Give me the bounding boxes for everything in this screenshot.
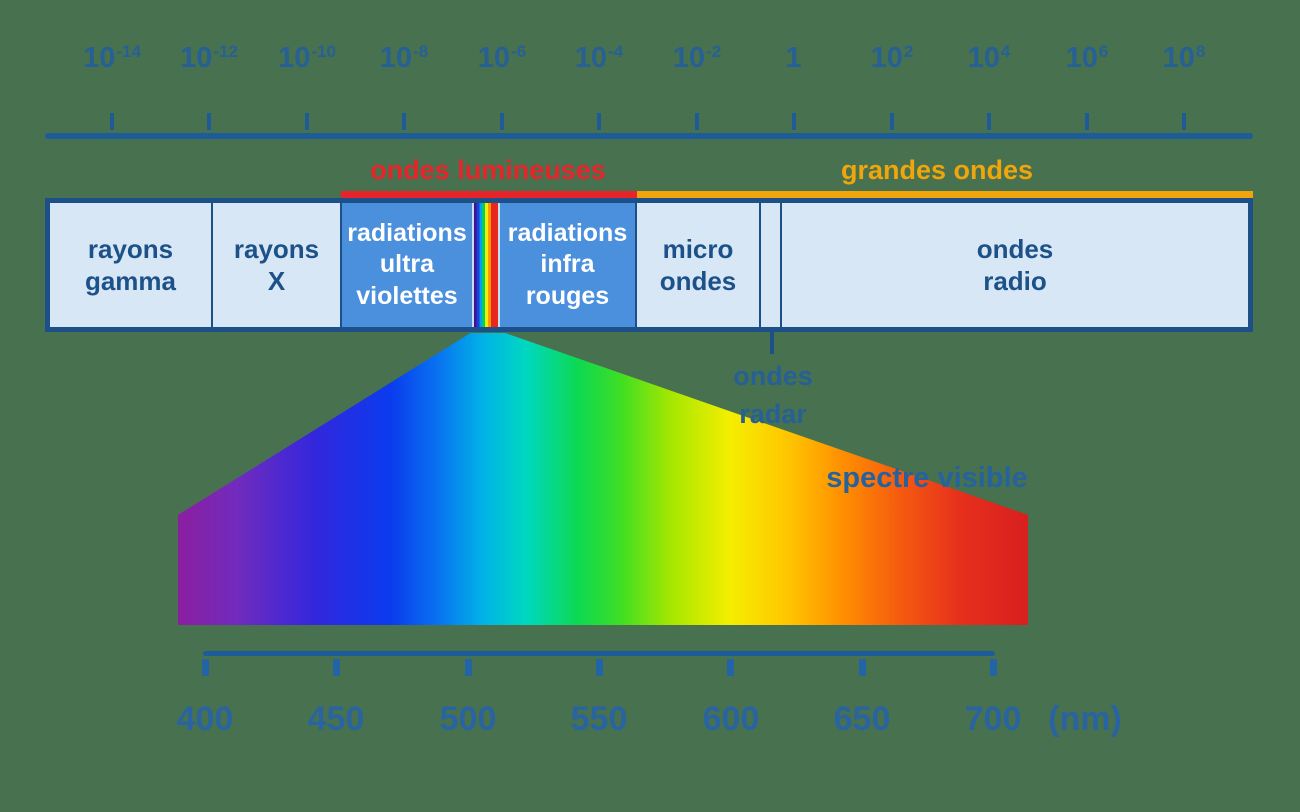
top-axis-tick: [1085, 113, 1089, 130]
top-axis-line: [45, 133, 1253, 139]
bottom-axis-line: [203, 651, 995, 656]
section-ondes-radar: [761, 203, 780, 327]
long-waves-rule: [637, 191, 1253, 198]
light-waves-rule: [341, 191, 637, 198]
bottom-axis-tick: [333, 659, 340, 676]
top-axis-label: 10-8: [379, 42, 429, 74]
spectrum-bar: rayons gamma rayons X radiations ultra v…: [45, 198, 1253, 332]
radar-callout-line: [770, 332, 774, 354]
long-waves-label: grandes ondes: [840, 155, 1034, 185]
top-axis-tick: [110, 113, 114, 130]
top-axis-label: 10-2: [672, 42, 722, 74]
section-rayons-gamma: rayons gamma: [50, 203, 211, 327]
section-ondes-radio: ondes radio: [782, 203, 1248, 327]
top-axis-label: 106: [1065, 42, 1109, 74]
top-axis-tick: [890, 113, 894, 130]
bottom-axis-tick: [859, 659, 866, 676]
top-axis-label: 10-4: [574, 42, 624, 74]
visible-light-strip: [472, 203, 500, 327]
top-axis-tick: [1182, 113, 1186, 130]
section-rayons-x: rayons X: [213, 203, 340, 327]
wavelength-label: 650: [833, 700, 891, 738]
top-axis-label: 10-10: [278, 42, 336, 74]
section-divider: [211, 203, 213, 327]
bottom-axis-tick: [465, 659, 472, 676]
top-axis-label: 10-6: [477, 42, 527, 74]
bottom-axis-tick: [990, 659, 997, 676]
top-axis-label: 108: [1162, 42, 1206, 74]
top-axis-label: 10-14: [83, 42, 141, 74]
light-waves-label: ondes lumineuses: [370, 155, 606, 185]
radar-callout-label: ondes radar: [733, 361, 813, 429]
visible-spectrum-label: spectre visible: [826, 462, 1028, 494]
top-axis-tick: [792, 113, 796, 130]
wavelength-label: 550: [570, 700, 628, 738]
wavelength-label: 700: [964, 700, 1022, 738]
top-axis-tick: [207, 113, 211, 130]
bottom-axis-tick: [202, 659, 209, 676]
top-axis-label: 102: [870, 42, 914, 74]
top-axis-tick: [695, 113, 699, 130]
top-axis-tick: [597, 113, 601, 130]
top-axis-label: 104: [967, 42, 1011, 74]
section-ultraviolet: radiations ultra violettes: [342, 203, 472, 327]
top-axis-tick: [987, 113, 991, 130]
top-axis-tick: [500, 113, 504, 130]
section-divider: [780, 203, 782, 327]
top-axis-tick: [305, 113, 309, 130]
section-divider: [340, 203, 342, 327]
bottom-axis-tick: [596, 659, 603, 676]
section-infrared: radiations infra rouges: [500, 203, 635, 327]
section-divider: [759, 203, 761, 327]
wavelength-label: 400: [176, 700, 234, 738]
wavelength-unit-label: (nm): [1048, 700, 1122, 738]
wavelength-label: 500: [439, 700, 497, 738]
top-axis-label: 1: [785, 42, 802, 74]
top-axis-label: 10-12: [180, 42, 238, 74]
section-micro-ondes: micro ondes: [637, 203, 759, 327]
top-axis-tick: [402, 113, 406, 130]
section-divider: [635, 203, 637, 327]
wavelength-label: 450: [307, 700, 365, 738]
wavelength-label: 600: [702, 700, 760, 738]
bottom-axis-tick: [727, 659, 734, 676]
